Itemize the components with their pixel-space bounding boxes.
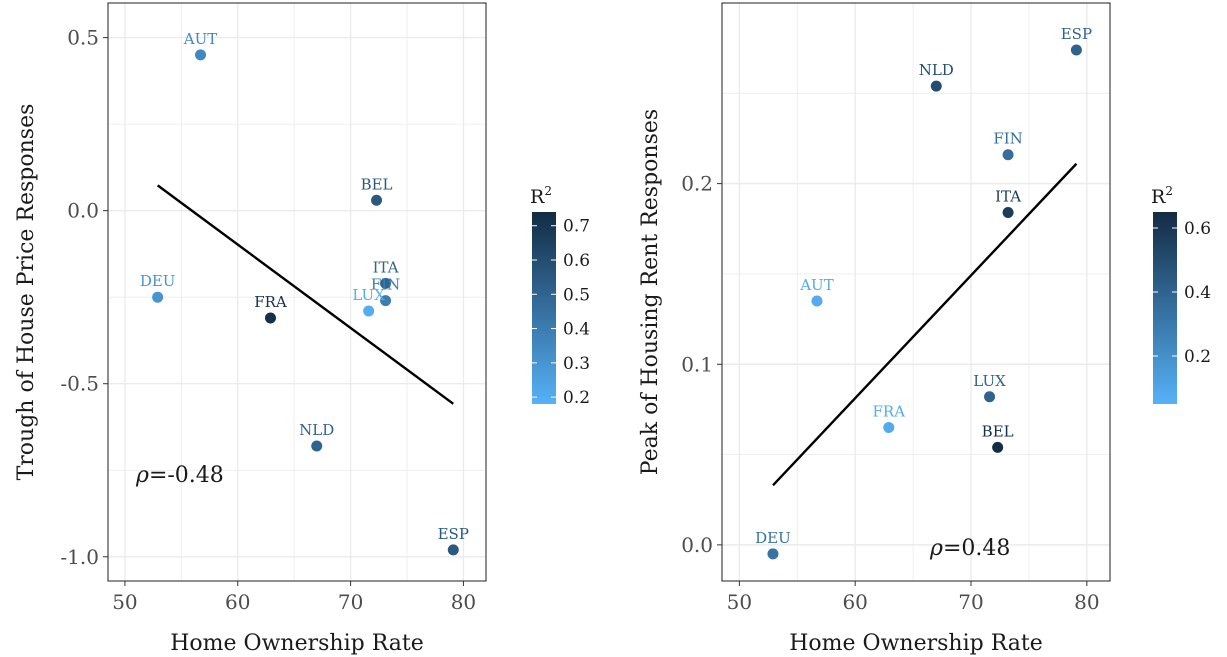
data-point-deu (152, 291, 164, 303)
panel-border (107, 2, 487, 582)
y-tick-label: -1.0 (60, 545, 99, 569)
rho-value: =0.48 (943, 536, 1010, 561)
data-point-ita (1002, 207, 1014, 219)
y-axis-label: Peak of Housing Rent Responses (638, 109, 663, 475)
point-label-fin: FIN (371, 276, 400, 294)
y-tick-label: 0.0 (681, 533, 713, 557)
colorbar-tick-label: 0.6 (1184, 219, 1211, 239)
point-label-deu: DEU (140, 272, 176, 290)
point-label-bel: BEL (982, 422, 1014, 440)
data-point-lux (363, 305, 375, 317)
rho-symbol: ρ (929, 536, 943, 561)
colorbar-tick-label: 0.7 (563, 217, 590, 237)
x-tick-label: 70 (338, 590, 363, 614)
colorbar (532, 212, 556, 404)
panel-border (721, 2, 1111, 582)
point-label-deu: DEU (755, 529, 791, 547)
data-point-bel (371, 194, 383, 206)
rho-annotation: ρ=0.48 (929, 536, 1010, 561)
point-label-ita: ITA (995, 188, 1021, 206)
y-tick-label: 0.5 (67, 26, 99, 50)
data-point-fin (1002, 149, 1014, 161)
colorbar-tick-label: 0.6 (563, 251, 590, 271)
data-point-nld (930, 80, 942, 92)
rho-value: =-0.48 (149, 463, 224, 488)
data-point-esp (447, 544, 459, 556)
colorbar-tick-label: 0.2 (1184, 347, 1211, 367)
data-point-lux (984, 391, 996, 403)
plot-panel (108, 3, 486, 581)
point-label-lux: LUX (352, 286, 385, 304)
point-label-esp: ESP (1061, 25, 1092, 43)
point-label-lux: LUX (973, 372, 1006, 390)
legend-title-sup: 2 (544, 184, 552, 198)
x-tick-label: 70 (958, 590, 983, 614)
data-point-deu (767, 548, 779, 560)
point-label-fra: FRA (254, 293, 287, 311)
colorbar-tick-label: 0.3 (563, 354, 590, 374)
point-label-aut: AUT (799, 276, 833, 294)
x-tick-label: 80 (451, 590, 476, 614)
data-point-aut (195, 49, 207, 61)
colorbar-tick-label: 0.2 (563, 388, 590, 408)
data-point-ita (380, 277, 392, 289)
fit-line (772, 162, 1078, 487)
legend-title: R2 (1151, 184, 1173, 208)
point-label-esp: ESP (438, 525, 469, 543)
legend-title: R2 (530, 184, 552, 208)
y-tick-label: -0.5 (60, 372, 99, 396)
y-tick-label: 0.2 (681, 172, 713, 196)
fit-line (156, 184, 454, 405)
point-label-bel: BEL (361, 175, 393, 193)
data-point-nld (311, 440, 323, 452)
rho-symbol: ρ (135, 463, 149, 488)
point-label-fin: FIN (993, 130, 1022, 148)
chart-house-price-trough: 50 60 70 80 0.5 0.0 -0.5 -1.0 AUT BEL DEU FRA ITAFIN… (14, 2, 590, 656)
data-point-fra (264, 312, 276, 324)
y-tick-label: 0.0 (67, 199, 99, 223)
legend-title-sup: 2 (1165, 184, 1173, 198)
x-tick-label: 80 (1074, 590, 1099, 614)
point-label-fra: FRA (873, 402, 906, 420)
data-point-esp (1070, 44, 1082, 56)
x-tick-label: 50 (727, 590, 752, 614)
point-label-ita: ITA (373, 258, 399, 276)
point-label-nld: NLD (919, 61, 954, 79)
data-point-bel (992, 441, 1004, 453)
colorbar (1153, 212, 1177, 404)
y-axis-label: Trough of House Price Responses (14, 104, 39, 481)
x-tick-label: 60 (225, 590, 250, 614)
chart-housing-rent-peak: 50 60 70 80 0.2 0.1 0.0 ESP NLD FIN ITA AUT LUX FRA BE… (638, 2, 1211, 656)
colorbar-tick-label: 0.4 (1184, 283, 1211, 303)
point-label-nld: NLD (299, 421, 334, 439)
x-tick-label: 60 (842, 590, 867, 614)
data-point-aut (811, 295, 823, 307)
colorbar-tick-label: 0.4 (563, 320, 590, 340)
colorbar-tick-label: 0.5 (563, 285, 590, 305)
point-label-aut: AUT (183, 30, 217, 48)
y-tick-label: 0.1 (681, 352, 713, 376)
x-tick-label: 50 (112, 590, 137, 614)
data-point-fin (380, 295, 392, 307)
data-point-fra (883, 421, 895, 433)
x-axis-label: Home Ownership Rate (789, 631, 1043, 656)
legend-title-base: R (1151, 186, 1166, 208)
rho-annotation: ρ=-0.48 (135, 463, 224, 488)
plot-panel (722, 3, 1110, 581)
x-axis-label: Home Ownership Rate (170, 631, 424, 656)
legend-title-base: R (530, 186, 545, 208)
